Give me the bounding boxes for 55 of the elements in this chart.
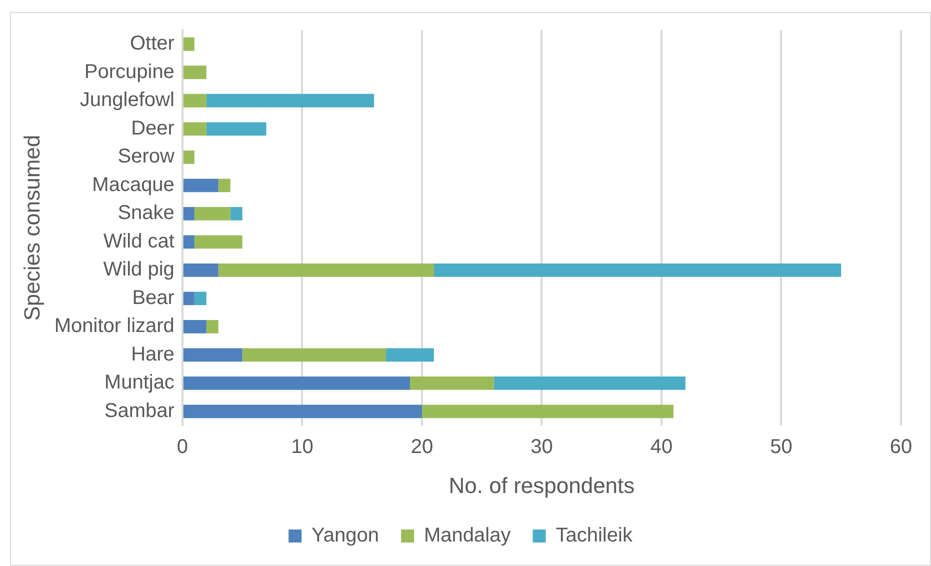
y-tick-label: Wild pig — [103, 258, 174, 281]
bar — [183, 404, 422, 418]
bar — [183, 37, 194, 51]
y-tick-label: Snake — [118, 202, 174, 224]
y-tick-label: Sambar — [104, 400, 175, 422]
y-tick-label: Macaque — [92, 174, 174, 196]
x-axis-title: No. of respondents — [448, 472, 635, 498]
x-tick-label: 50 — [770, 436, 792, 458]
bar — [410, 376, 494, 390]
bar — [494, 376, 686, 390]
bar — [206, 320, 218, 334]
bar — [183, 320, 206, 334]
x-tick-label: 30 — [530, 436, 553, 458]
bar — [183, 178, 218, 192]
y-tick-label: Bear — [132, 286, 175, 309]
bar — [183, 348, 242, 362]
bar — [183, 263, 218, 277]
bar — [422, 404, 674, 418]
y-tick-label: Wild cat — [103, 230, 175, 252]
bar — [183, 122, 206, 136]
bar — [386, 348, 434, 362]
bar — [183, 66, 206, 80]
x-tick-label: 20 — [410, 436, 434, 458]
legend-label: Yangon — [312, 524, 380, 547]
bar — [206, 122, 266, 136]
bar — [183, 94, 206, 108]
x-tick-label: 10 — [291, 436, 314, 458]
bar — [218, 263, 434, 277]
y-axis-title: Species consumed — [19, 134, 44, 321]
bar — [218, 178, 230, 192]
bar — [242, 348, 386, 362]
x-tick-label: 0 — [176, 436, 188, 458]
bar — [183, 235, 194, 249]
x-tick-label: 60 — [890, 436, 912, 458]
bar — [183, 376, 410, 390]
y-tick-label: Muntjac — [104, 372, 174, 394]
y-tick-label: Otter — [130, 32, 175, 55]
y-tick-label: Deer — [131, 117, 175, 140]
bar — [183, 150, 194, 164]
bar — [206, 94, 374, 108]
y-tick-label: Junglefowl — [80, 89, 174, 112]
legend-label: Mandalay — [424, 524, 511, 547]
bar — [194, 292, 206, 306]
bar — [434, 263, 842, 277]
bar — [194, 235, 242, 249]
bar — [183, 206, 194, 220]
bar — [183, 292, 194, 306]
y-tick-label: Hare — [131, 343, 174, 366]
bar — [194, 206, 230, 220]
y-tick-label: Monitor lizard — [54, 315, 174, 338]
x-tick-label: 40 — [650, 436, 673, 458]
y-tick-label: Serow — [118, 146, 175, 168]
legend-label: Tachileik — [556, 524, 634, 547]
y-tick-label: Porcupine — [84, 60, 174, 83]
bar — [230, 206, 242, 220]
